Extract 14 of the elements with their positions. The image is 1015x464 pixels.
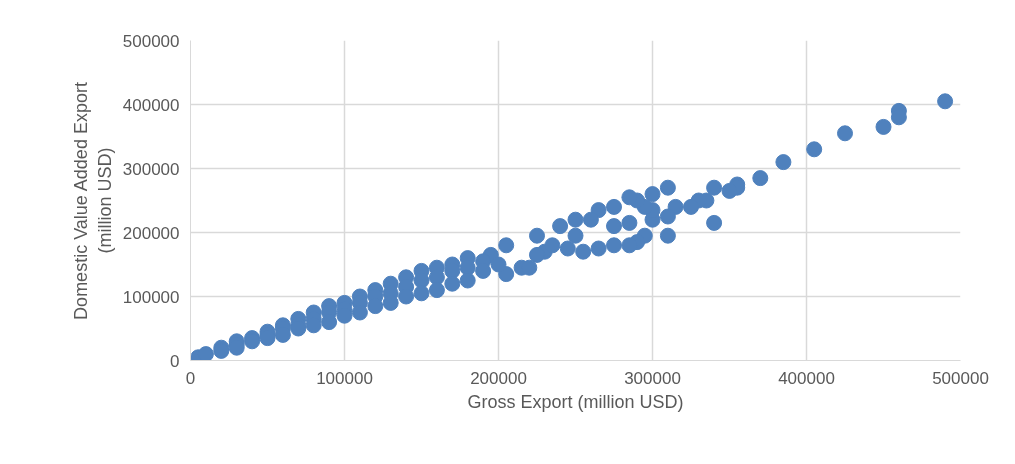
y-tick-label: 300000 xyxy=(122,159,180,179)
y-tick-label: 0 xyxy=(170,351,180,371)
y-tick-label: 400000 xyxy=(122,95,180,115)
x-tick-label: 500000 xyxy=(932,368,989,388)
y-tick-label: 500000 xyxy=(122,31,180,51)
y-axis-title: Domestic Value Added Export (million USD) xyxy=(70,82,115,320)
x-tick-label: 100000 xyxy=(316,368,373,388)
x-tick-label: 0 xyxy=(185,368,196,388)
x-tick-label: 200000 xyxy=(470,368,527,388)
x-axis-title: Gross Export (million USD) xyxy=(467,391,684,412)
y-tick-label: 200000 xyxy=(122,223,180,243)
y-tick-label: 100000 xyxy=(122,287,180,307)
x-tick-label: 400000 xyxy=(778,368,835,388)
x-tick-label: 300000 xyxy=(624,368,681,388)
